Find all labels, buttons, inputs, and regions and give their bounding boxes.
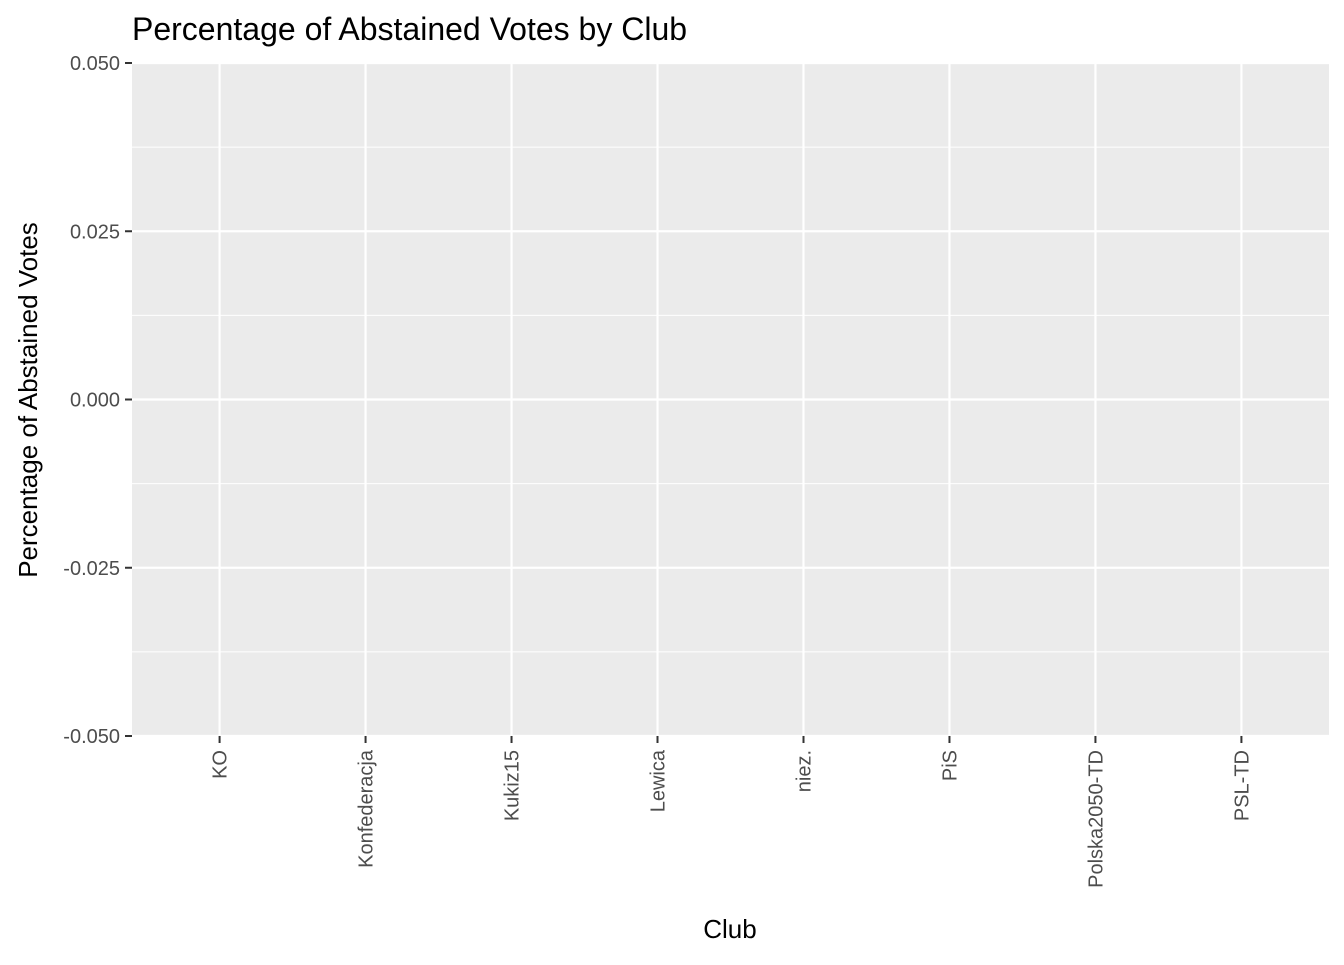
y-axis: -0.050 -0.025 0.000 0.025 0.050: [63, 53, 132, 748]
x-tick-label: Kukiz15: [502, 750, 524, 821]
y-tick-label: -0.025: [63, 558, 120, 580]
y-tick-label: -0.050: [63, 726, 120, 748]
x-tick-label: PSL-TD: [1231, 750, 1253, 821]
y-axis-title: Percentage of Abstained Votes: [13, 222, 43, 578]
x-tick-label: KO: [210, 750, 232, 779]
x-tick-label: niez.: [793, 750, 815, 792]
chart-title: Percentage of Abstained Votes by Club: [132, 11, 687, 47]
y-tick-label: 0.000: [70, 390, 120, 412]
x-tick-label: PiS: [939, 750, 961, 781]
minor-gridlines: [132, 146, 1329, 653]
y-tick-label: 0.050: [70, 53, 120, 75]
x-tick-label: Lewica: [648, 749, 670, 812]
x-axis-title: Club: [703, 914, 756, 944]
x-tick-label: Konfederacja: [356, 749, 378, 868]
y-tick-label: 0.025: [70, 221, 120, 243]
x-axis: KO Konfederacja Kukiz15 Lewica niez. PiS Polsk…: [210, 736, 1253, 888]
x-tick-label: Polska2050-TD: [1085, 750, 1107, 888]
major-gridlines: [132, 61, 1329, 738]
